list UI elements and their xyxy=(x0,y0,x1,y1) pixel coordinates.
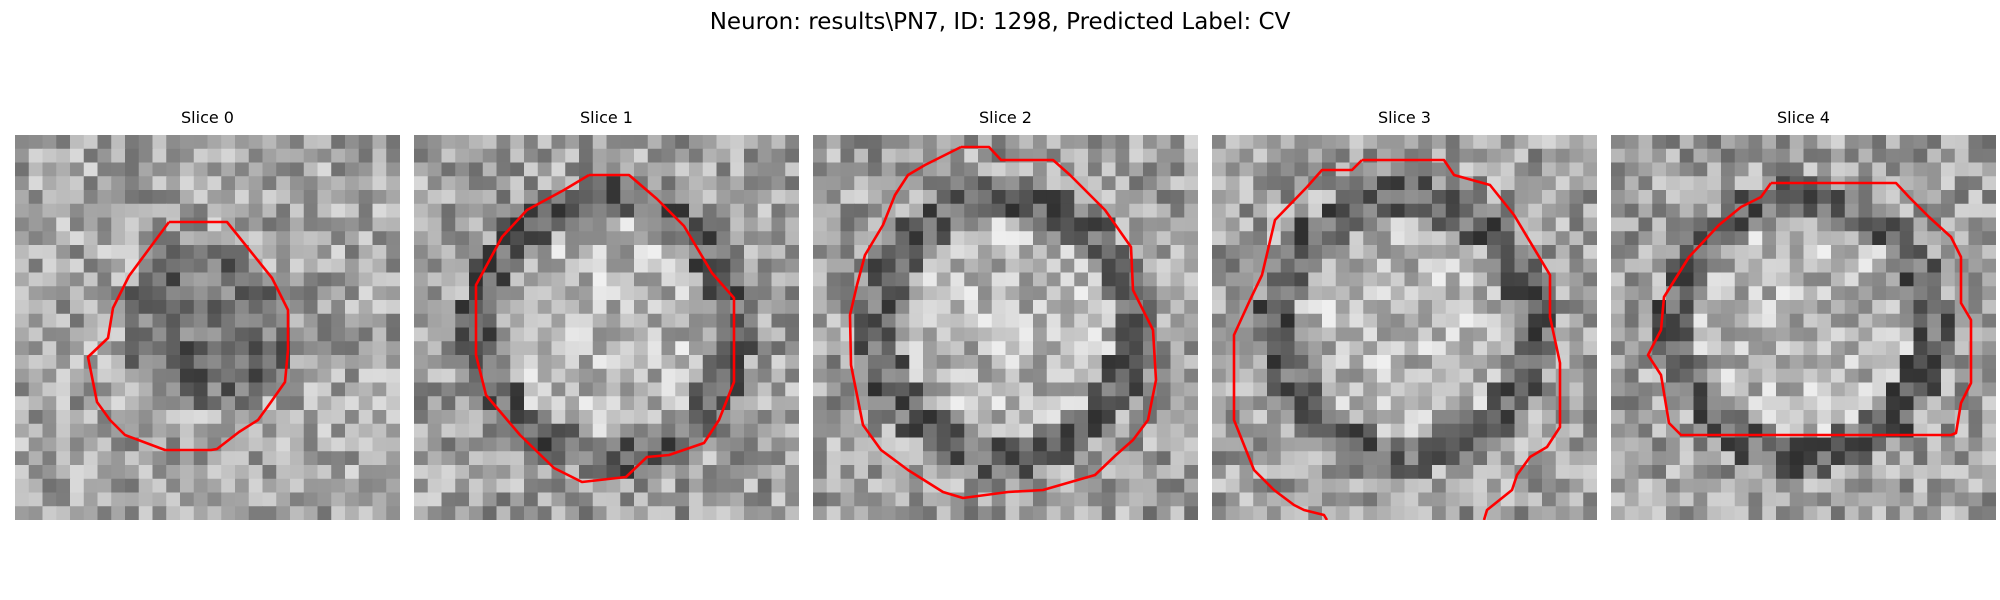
microscopy-pixels-4 xyxy=(1611,135,1996,520)
figure-title: Neuron: results\PN7, ID: 1298, Predicted… xyxy=(709,9,1291,35)
slice-image-3 xyxy=(1212,135,1597,520)
slice-title-0: Slice 0 xyxy=(181,108,234,127)
slice-image-2 xyxy=(813,135,1198,520)
segmentation-contour-0 xyxy=(86,220,290,452)
slice-panel-2: Slice 2 xyxy=(813,108,1198,523)
slice-image-1 xyxy=(414,135,799,520)
microscopy-pixels-2 xyxy=(813,135,1198,520)
segmentation-contour-3b xyxy=(1232,159,1363,520)
slice-image-0 xyxy=(15,135,400,520)
segmentation-contour-4 xyxy=(1646,181,1973,437)
microscopy-pixels-0 xyxy=(15,135,400,520)
slice-panel-0: Slice 0 xyxy=(15,108,400,523)
slice-title-2: Slice 2 xyxy=(979,108,1032,127)
slice-image-4 xyxy=(1611,135,1996,520)
segmentation-contour-1 xyxy=(474,173,736,484)
segmentation-contour-3 xyxy=(1362,158,1562,520)
slice-title-1: Slice 1 xyxy=(580,108,633,127)
slice-title-4: Slice 4 xyxy=(1777,108,1830,127)
microscopy-pixels-1 xyxy=(414,135,799,520)
segmentation-contour-2 xyxy=(848,145,1158,500)
microscopy-pixels-3 xyxy=(1212,135,1597,520)
slice-title-3: Slice 3 xyxy=(1378,108,1431,127)
slice-panel-1: Slice 1 xyxy=(414,108,799,523)
slice-panel-4: Slice 4 xyxy=(1611,108,1996,523)
slice-panel-3: Slice 3 xyxy=(1212,108,1597,523)
